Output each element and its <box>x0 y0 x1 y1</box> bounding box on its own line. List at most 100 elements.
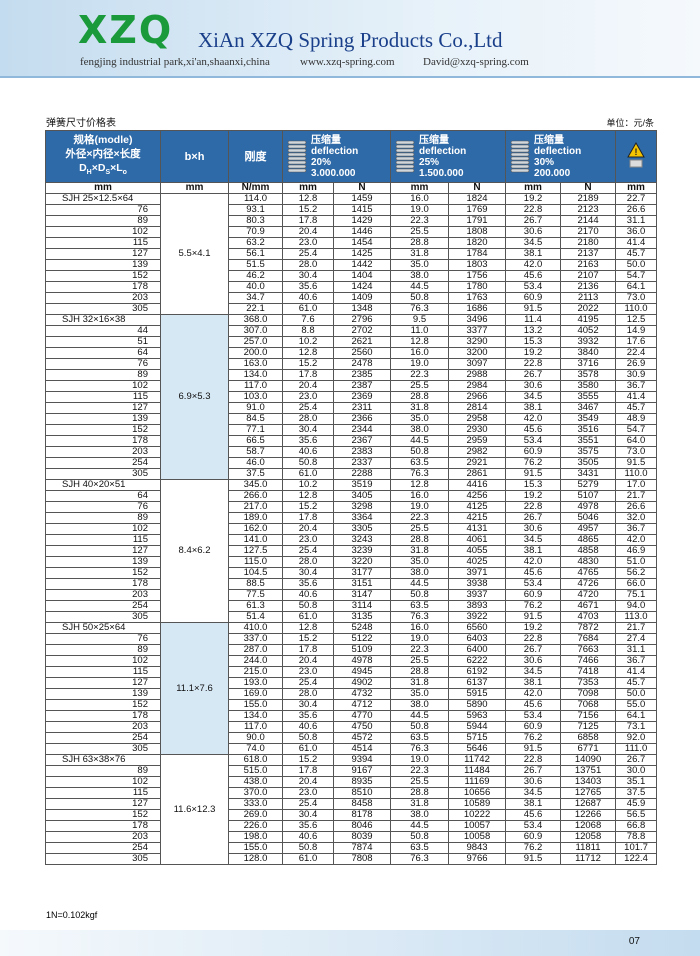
value-cell: 94.0 <box>615 600 658 612</box>
value-cell: 8046 <box>332 820 392 832</box>
model-cell: 178 <box>45 281 161 293</box>
model-cell: 89 <box>45 215 161 227</box>
group-header: 压缩量 deflection 25% 1.500.000 <box>390 130 507 183</box>
model-header: 规格(modle) 外径×内径×长度 DH×DS×Lo <box>45 130 161 183</box>
value-cell: 2136 <box>560 281 617 293</box>
value-cell: 12.8 <box>282 622 334 634</box>
value-cell: 1686 <box>448 303 507 315</box>
model-cell: 89 <box>45 512 161 524</box>
value-cell: 4256 <box>448 490 507 502</box>
value-cell: 1415 <box>332 204 392 216</box>
table-row: 254 90.0 50.8 4572 63.5 5715 76.2 6858 92.0 <box>45 732 658 744</box>
group-wrap: 压缩量 deflection 25% 1.500.000 <box>395 135 505 179</box>
value-cell: 2288 <box>332 468 392 480</box>
value-cell: 22.4 <box>615 347 658 359</box>
value-cell: 3467 <box>560 402 617 414</box>
value-cell: 61.0 <box>282 468 334 480</box>
value-cell: 42.0 <box>505 688 562 700</box>
value-cell: 46.9 <box>615 545 658 557</box>
value-cell: 2796 <box>332 314 392 326</box>
value-cell: 1409 <box>332 292 392 304</box>
table-row: 203 58.7 40.6 2383 50.8 2982 60.9 3575 73.0 <box>45 446 658 458</box>
model-cell: 254 <box>45 600 161 612</box>
value-cell: 3431 <box>560 468 617 480</box>
value-cell: 26.6 <box>615 501 658 513</box>
value-cell: 3305 <box>332 523 392 535</box>
value-cell: 117.0 <box>228 721 283 733</box>
value-cell: 2189 <box>560 193 617 205</box>
group-text: 压缩量 deflection 20% 3.000.000 <box>311 135 358 179</box>
table-title: 弹簧尺寸价格表 <box>46 118 116 129</box>
value-cell: 2966 <box>448 391 507 403</box>
value-cell: 3575 <box>560 446 617 458</box>
value-cell: 16.0 <box>390 193 450 205</box>
value-cell: 28.8 <box>390 666 450 678</box>
value-cell: 30.4 <box>282 809 334 821</box>
value-cell: 104.5 <box>228 567 283 579</box>
value-cell: 10.2 <box>282 336 334 348</box>
unit-cell: mm <box>505 182 562 194</box>
value-cell: 91.0 <box>228 402 283 414</box>
table-row: 178 134.0 35.6 4770 44.5 5963 53.4 7156 64.1 <box>45 710 658 722</box>
value-cell: 40.6 <box>282 292 334 304</box>
table-row: 152 46.2 30.4 1404 38.0 1756 45.6 2107 54.7 <box>45 270 658 282</box>
table-row: 254 46.0 50.8 2337 63.5 2921 76.2 3505 91.5 <box>45 457 658 469</box>
table-row: SJH 40×20×51 8.4×6.2 345.0 10.2 3519 12.8 4416… <box>45 479 658 623</box>
value-cell: 76.3 <box>390 743 450 755</box>
footnote: 1N=0.102kgf <box>46 910 98 920</box>
value-cell: 40.6 <box>282 446 334 458</box>
value-cell: 45.6 <box>505 270 562 282</box>
model-cell: 76 <box>45 633 161 645</box>
value-cell: 115.0 <box>228 556 283 568</box>
bxh-cell: 5.5×4.1 <box>160 193 229 315</box>
value-cell: 31.1 <box>615 644 658 656</box>
value-cell: 76.2 <box>505 600 562 612</box>
value-cell: 3922 <box>448 611 507 623</box>
value-cell: 26.7 <box>505 512 562 524</box>
table-row: 127 127.5 25.4 3239 31.8 4055 38.1 4858 46.9 <box>45 545 658 557</box>
value-cell: 4572 <box>332 732 392 744</box>
value-cell: 45.6 <box>505 809 562 821</box>
value-cell: 11712 <box>560 853 617 865</box>
value-cell: 50.8 <box>390 446 450 458</box>
value-cell: 337.0 <box>228 633 283 645</box>
value-cell: 22.8 <box>505 633 562 645</box>
model-cell: 64 <box>45 347 161 359</box>
value-cell: 1446 <box>332 226 392 238</box>
value-cell: 25.5 <box>390 776 450 788</box>
table-row: 305 51.4 61.0 3135 76.3 3922 91.5 4703 113.0 <box>45 611 658 623</box>
value-cell: 2385 <box>332 369 392 381</box>
value-cell: 16.0 <box>390 490 450 502</box>
value-cell: 12687 <box>560 798 617 810</box>
value-cell: 53.4 <box>505 710 562 722</box>
value-cell: 4055 <box>448 545 507 557</box>
model-cell: 139 <box>45 688 161 700</box>
table-row: 139 115.0 28.0 3220 35.0 4025 42.0 4830 51.0 <box>45 556 658 568</box>
value-cell: 244.0 <box>228 655 283 667</box>
value-cell: 17.8 <box>282 512 334 524</box>
warning-icon: ! <box>627 141 645 168</box>
value-cell: 15.3 <box>505 479 562 491</box>
value-cell: 91.5 <box>505 743 562 755</box>
value-cell: 10589 <box>448 798 507 810</box>
value-cell: 50.8 <box>282 842 334 854</box>
value-cell: 3932 <box>560 336 617 348</box>
value-cell: 40.6 <box>282 721 334 733</box>
value-cell: 84.5 <box>228 413 283 425</box>
value-cell: 6137 <box>448 677 507 689</box>
value-cell: 77.5 <box>228 589 283 601</box>
table-row: 152 104.5 30.4 3177 38.0 3971 45.6 4765 56.2 <box>45 567 658 579</box>
model-cell: 127 <box>45 248 161 260</box>
model-cell: SJH 25×12.5×64 <box>45 193 161 205</box>
value-cell: 25.4 <box>282 798 334 810</box>
value-cell: 63.5 <box>390 457 450 469</box>
table-row: 203 117.0 40.6 4750 50.8 5944 60.9 7125 73.1 <box>45 721 658 733</box>
value-cell: 76.3 <box>390 853 450 865</box>
value-cell: 8178 <box>332 809 392 821</box>
value-cell: 4215 <box>448 512 507 524</box>
value-cell: 103.0 <box>228 391 283 403</box>
value-cell: 19.2 <box>505 193 562 205</box>
value-cell: 19.0 <box>390 754 450 766</box>
table-body: SJH 25×12.5×64 5.5×4.1 114.0 12.8 1459 16.0 18… <box>45 193 658 865</box>
value-cell: 20.4 <box>282 776 334 788</box>
